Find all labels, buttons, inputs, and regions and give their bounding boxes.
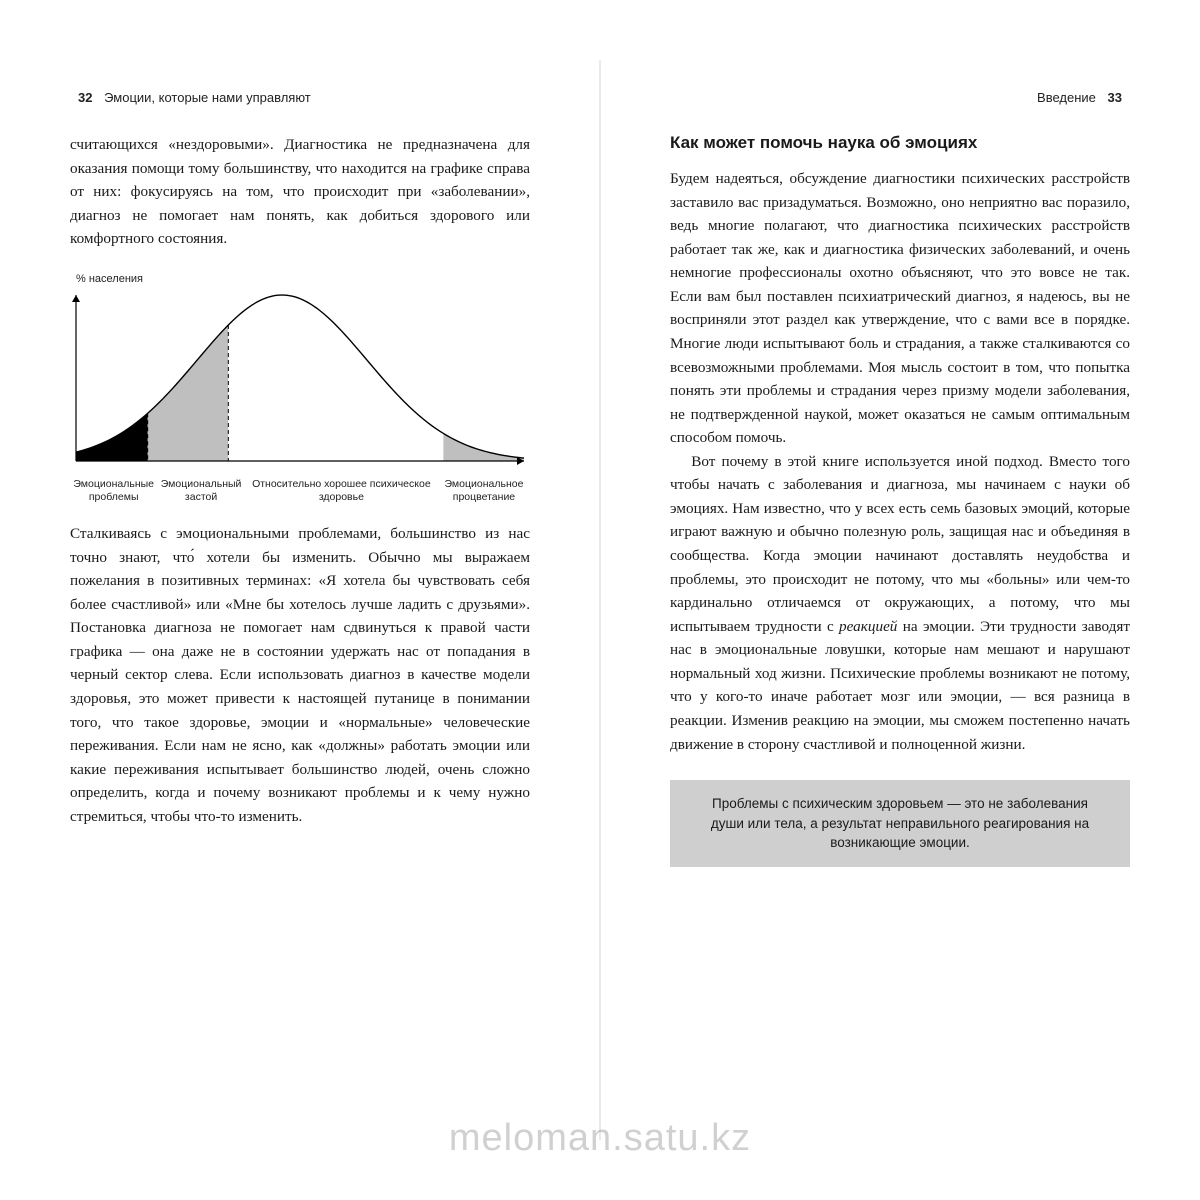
- left-body-1: считающихся «нездоровыми». Диагностика н…: [70, 133, 530, 251]
- distribution-chart: % населения Эмоциональные проблемыЭмоцио…: [70, 273, 530, 504]
- page-number-right: 33: [1108, 90, 1122, 105]
- section-heading: Как может помочь наука об эмоциях: [670, 133, 1130, 153]
- callout-box: Проблемы с психическим здоровьем — это н…: [670, 780, 1130, 867]
- running-head-right: Введение 33: [670, 90, 1130, 105]
- right-para-1: Будем надеяться, обсуждение диагностики …: [670, 167, 1130, 450]
- left-body-2: Сталкиваясь с эмоциональными проблемами,…: [70, 522, 530, 828]
- page-left: 32 Эмоции, которые нами управляют считаю…: [0, 0, 600, 1200]
- chart-x-label-2: Относительно хорошее психическое здоровь…: [245, 478, 438, 504]
- chart-x-label-3: Эмоциональное процветание: [438, 478, 530, 504]
- book-spread: 32 Эмоции, которые нами управляют считаю…: [0, 0, 1200, 1200]
- chart-region-black: [76, 413, 148, 461]
- y-axis-arrow-icon: [72, 295, 80, 302]
- chart-x-label-1: Эмоциональный застой: [157, 478, 244, 504]
- page-number-left: 32: [78, 90, 92, 105]
- running-title-left: Эмоции, которые нами управляют: [104, 90, 311, 105]
- page-right: Введение 33 Как может помочь наука об эм…: [600, 0, 1200, 1200]
- chart-y-label: % населения: [76, 273, 530, 285]
- left-para-2: Сталкиваясь с эмоциональными проблемами,…: [70, 522, 530, 828]
- running-title-right: Введение: [1037, 90, 1096, 105]
- right-para-2-ital: реакцией: [839, 618, 897, 635]
- left-para-1: считающихся «нездоровыми». Диагностика н…: [70, 133, 530, 251]
- running-head-left: 32 Эмоции, которые нами управляют: [70, 90, 530, 105]
- chart-region-white_mid: [228, 295, 443, 461]
- right-para-2a: Вот почему в этой книге используется ино…: [670, 453, 1130, 635]
- chart-x-label-0: Эмоциональные проблемы: [70, 478, 157, 504]
- chart-x-labels: Эмоциональные проблемыЭмоциональный заст…: [70, 478, 530, 504]
- chart-region-grey_left: [148, 325, 229, 461]
- right-para-2b: на эмоции. Эти трудности заводят нас в э…: [670, 618, 1130, 753]
- bell-curve-svg: [70, 287, 530, 467]
- right-body: Будем надеяться, обсуждение диагностики …: [670, 167, 1130, 756]
- right-para-2: Вот почему в этой книге используется ино…: [670, 450, 1130, 756]
